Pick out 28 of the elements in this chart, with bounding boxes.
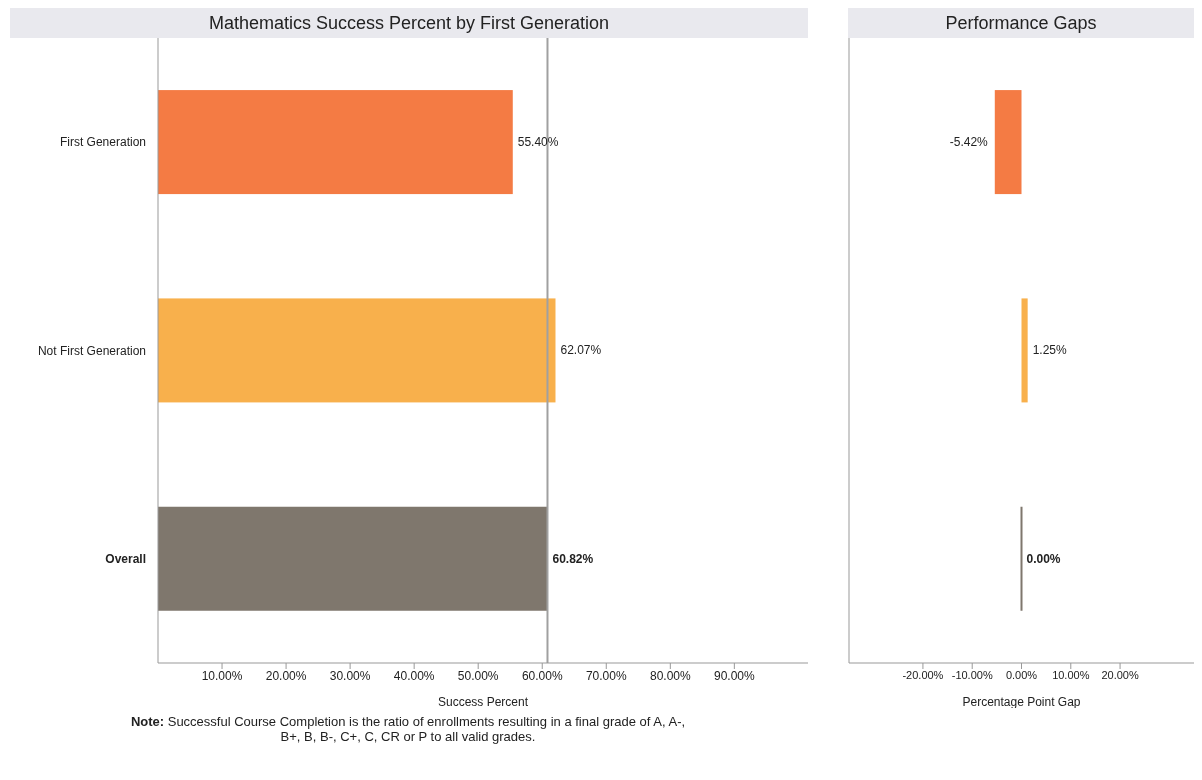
x-tick-label: 0.00% — [1005, 668, 1038, 681]
y-tick-label: Overall — [105, 551, 146, 566]
x-tick-label: 70.00% — [585, 668, 627, 683]
x-tick-label: 10.00% — [1052, 668, 1090, 681]
data-label: 1.25% — [1032, 343, 1068, 358]
x-tick-label: 40.00% — [393, 668, 435, 683]
chart-title: Performance Gaps — [848, 8, 1194, 38]
x-tick-label: 50.00% — [457, 668, 499, 683]
text: Note: Successful Course Completion is the ratio of enrollments resulting in a final grade of A, A-, B+, B, B-, C+, C, CR or P to all valid grades. — [129, 714, 687, 744]
x-axis-title: Success Percent — [437, 695, 529, 709]
x-tick-label: 20.00% — [1101, 668, 1139, 681]
data-label: 0.00% — [1026, 551, 1061, 566]
y-tick-label: First Generation — [59, 135, 146, 150]
data-label: -5.42% — [949, 135, 989, 150]
x-tick-label: 80.00% — [649, 668, 691, 683]
data-label: 60.82% — [552, 551, 594, 566]
x-tick-label: 30.00% — [329, 668, 371, 683]
data-label: 55.40% — [517, 135, 559, 150]
data-label: 62.07% — [560, 343, 602, 358]
x-tick-label: -20.00% — [902, 668, 944, 681]
x-tick-label: 10.00% — [201, 668, 243, 683]
y-tick-label: Not First Generation — [37, 343, 146, 358]
chart-title: Mathematics Success Percent by First Generation — [10, 8, 808, 38]
x-axis-title: Percentage Point Gap — [962, 695, 1081, 709]
x-tick-label: 90.00% — [714, 668, 756, 683]
x-tick-label: 60.00% — [521, 668, 563, 683]
x-tick-label: -10.00% — [951, 668, 993, 681]
x-tick-label: 20.00% — [265, 668, 307, 683]
